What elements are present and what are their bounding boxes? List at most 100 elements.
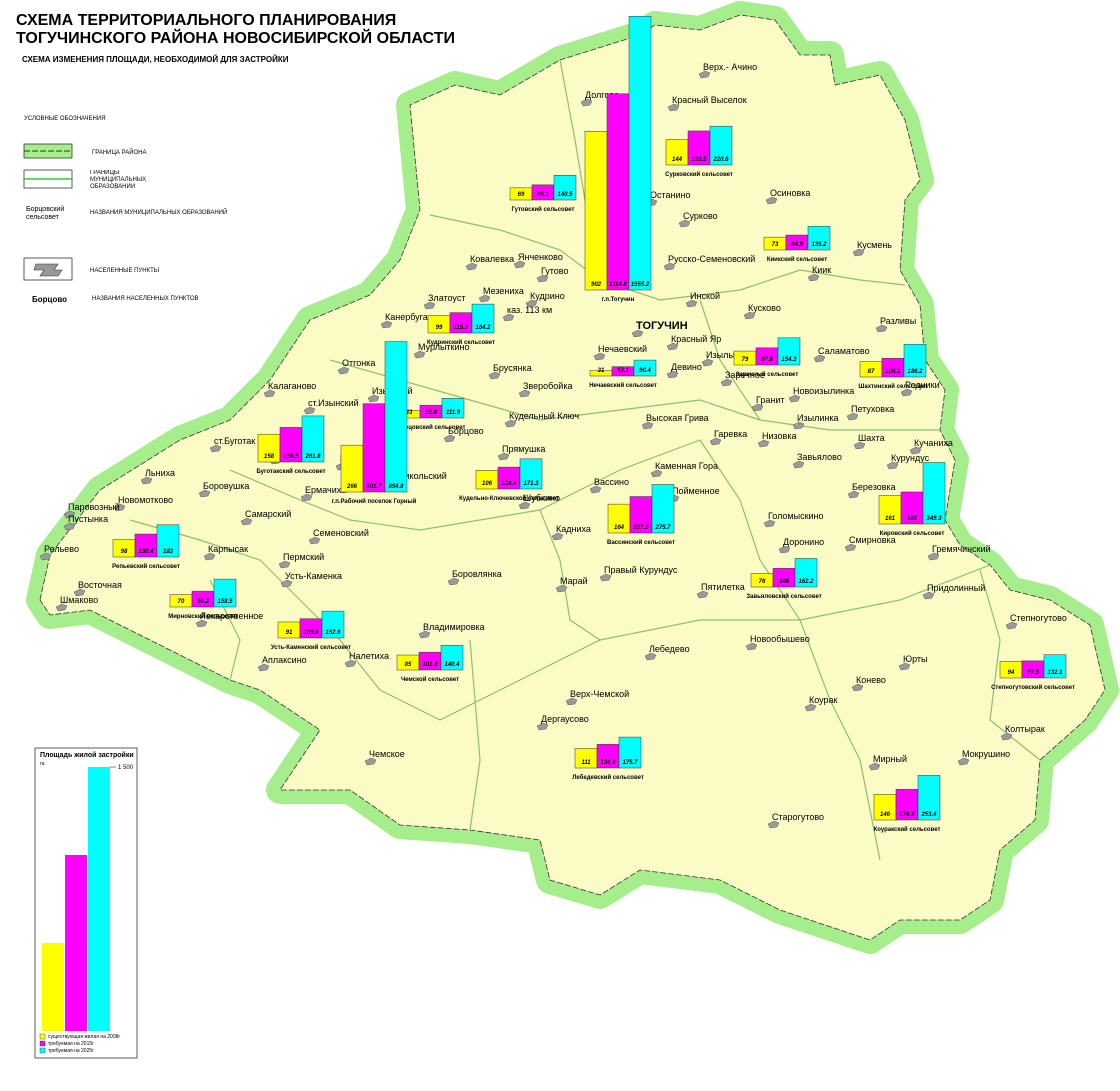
- bar-value: 99: [436, 325, 443, 331]
- place-name: Пустынка: [68, 514, 108, 524]
- bar-value: 220.6: [712, 157, 729, 163]
- legend-item: НАЗВАНИЯ НАСЕЛЕННЫХ ПУНКТОВ: [92, 296, 198, 302]
- place-name: Кадниха: [556, 524, 591, 534]
- sovet-name: Киикский сельсовет: [767, 256, 827, 263]
- settlement: [886, 461, 899, 470]
- place-name: Зверобойка: [523, 381, 572, 391]
- place-name: Ермачиха: [305, 485, 346, 495]
- district-area: [39, 14, 1106, 941]
- bar-value: 106: [779, 579, 790, 585]
- bar-value: 261.8: [304, 454, 321, 460]
- settlement: [663, 262, 676, 271]
- bar: [156, 524, 180, 558]
- bar-value: 164.2: [475, 325, 491, 331]
- title-line: СХЕМА ТЕРРИТОРИАЛЬНОГО ПЛАНИРОВАНИЯ: [16, 12, 396, 29]
- bar-value: 72.8: [425, 410, 437, 416]
- bar-value: 193.5: [691, 157, 707, 163]
- place-name: Гранит: [756, 395, 785, 405]
- place-name: Голомыскино: [768, 511, 824, 521]
- bar-value: 90.2: [197, 599, 209, 605]
- bar-value: 43: [405, 410, 413, 416]
- settlement: [447, 577, 460, 586]
- settlement: [589, 485, 602, 494]
- place-name: Пермский: [283, 552, 324, 562]
- settlement: [364, 757, 377, 766]
- sovet-chart: 99 115.7 164.2 Кудринский сельсовет: [427, 303, 495, 346]
- place-name: Новоизылинка: [793, 386, 854, 396]
- bar-value: 275.7: [654, 525, 671, 531]
- bar: [584, 130, 608, 291]
- place-name: Марай: [560, 576, 588, 586]
- place-name: Коурак: [809, 695, 838, 705]
- place-name: Калаганово: [268, 381, 316, 391]
- bar-value: 97.5: [1027, 670, 1039, 676]
- settlement: [853, 441, 866, 450]
- settlement: [709, 437, 722, 446]
- legend-entry: существующая жилая на 2008г: [48, 1034, 120, 1040]
- place-name: Правый Курундус: [604, 565, 678, 575]
- place-name: ст.Изынский: [308, 398, 359, 408]
- settlement-icon: [33, 263, 63, 277]
- bar-value: 182: [907, 516, 918, 522]
- settlement: [203, 552, 216, 561]
- place-name: Янченково: [518, 252, 563, 262]
- bar-value: 162.2: [798, 579, 814, 585]
- place-name: Смирновка: [849, 535, 896, 545]
- bar-value: 115.7: [454, 325, 469, 331]
- settlement: [303, 406, 316, 415]
- bar-value: 902: [591, 282, 602, 288]
- place-name: Кудрино: [530, 291, 565, 301]
- settlement: [898, 662, 911, 671]
- sovet-name: Вассинский сельсовет: [607, 539, 675, 546]
- bar: [362, 403, 386, 493]
- settlement: [195, 619, 208, 628]
- settlement: [55, 603, 68, 612]
- place-name: Верх-Чемской: [570, 689, 629, 699]
- settlement: [644, 652, 657, 661]
- settlement: [337, 366, 350, 375]
- place-name: Останино: [650, 190, 691, 200]
- place-name: Девино: [671, 362, 702, 372]
- legend-item: ГРАНИЦЫ МУНИЦИПАЛЬНЫХ ОБРАЗОВАНИИ: [90, 170, 147, 190]
- bar: [807, 225, 831, 251]
- legend-swatch: [39, 1040, 46, 1047]
- bar-value: 144: [672, 157, 683, 163]
- bar-value: 349.3: [926, 516, 942, 522]
- place-name: Осиновка: [770, 188, 810, 198]
- bar-value: 111.9: [446, 410, 461, 416]
- bar: [301, 415, 325, 463]
- place-name: Изылинка: [797, 413, 838, 423]
- bar-value: 85: [405, 662, 412, 668]
- bar: [553, 175, 577, 201]
- bar-value: 109.4: [303, 630, 319, 636]
- y-tick-label: 1 500: [118, 765, 134, 771]
- place-name: Доронино: [783, 537, 824, 547]
- sovet-name: Репьевский сельсовет: [112, 563, 180, 570]
- bar-value: 266: [346, 484, 358, 490]
- bar: [651, 484, 675, 534]
- settlement: [765, 196, 778, 205]
- bar-value: 106.1: [885, 369, 901, 375]
- settlement: [423, 301, 436, 310]
- place-name: Долгово: [585, 90, 619, 100]
- settlement: [851, 683, 864, 692]
- settlement: [909, 446, 922, 455]
- subtitle: СХЕМА ИЗМЕНЕНИЯ ПЛОЩАДИ, НЕОБХОДИМОЙ ДЛЯ…: [22, 55, 289, 64]
- place-name: Кусмень: [857, 240, 892, 250]
- place-name: Шубкино: [523, 493, 560, 503]
- place-name: Восточная: [78, 580, 122, 590]
- settlement: [73, 588, 86, 597]
- settlement: [39, 552, 52, 561]
- sovet-name: Кировский сельсовет: [880, 530, 945, 537]
- bar: [471, 303, 495, 334]
- settlement: [308, 536, 321, 545]
- bar: [384, 341, 408, 493]
- bar-value: 1114.8: [609, 282, 627, 288]
- sovet-name: г.п.Рабочий поселок Горный: [332, 498, 417, 505]
- place-name: Степногутово: [1010, 613, 1067, 623]
- bar-value: 124.4: [501, 481, 517, 487]
- settlement: [367, 394, 380, 403]
- bar-value: 87: [868, 369, 875, 375]
